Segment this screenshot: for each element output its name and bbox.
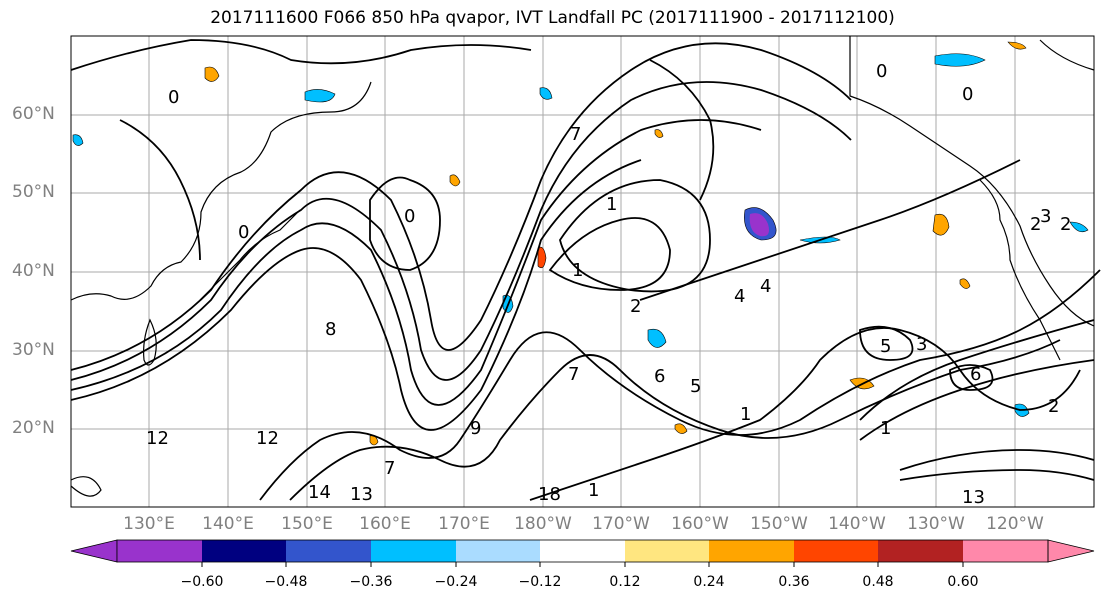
colorbar-tick-label: −0.24 xyxy=(434,574,478,590)
lon-label: 170°E xyxy=(438,514,490,534)
contour-label: 7 xyxy=(568,364,579,385)
colorbar-tick-label: 0.60 xyxy=(947,574,979,590)
contour-label: 1 xyxy=(572,260,583,281)
contour-label: 4 xyxy=(734,286,745,307)
colorbar-swatch xyxy=(117,540,202,562)
contour-label: 1 xyxy=(606,194,617,215)
colorbar-swatch xyxy=(709,540,794,562)
colorbar-tick-label: −0.60 xyxy=(180,574,224,590)
contour-label: 6 xyxy=(654,366,665,387)
contour-label: 5 xyxy=(690,376,701,397)
colorbar xyxy=(70,539,1095,567)
contour-label: 12 xyxy=(256,428,279,449)
contour-label: 7 xyxy=(384,458,395,479)
colorbar-tick-label: 0.48 xyxy=(862,574,894,590)
lon-label: 160°E xyxy=(359,514,411,534)
lon-label: 170°W xyxy=(592,514,650,534)
contour-label: 18 xyxy=(538,484,561,505)
lat-label: 20°N xyxy=(12,418,55,438)
map-title: 2017111600 F066 850 hPa qvapor, IVT Land… xyxy=(210,8,895,28)
contour-label: 2 xyxy=(1030,214,1041,235)
colorbar-tick-label: −0.36 xyxy=(349,574,393,590)
contour-label: 1 xyxy=(740,404,751,425)
lon-label: 140°W xyxy=(828,514,886,534)
contour-label: 5 xyxy=(880,336,891,357)
colorbar-tick-label: −0.12 xyxy=(518,574,562,590)
contour-label: 0 xyxy=(962,84,973,105)
contour-label: 9 xyxy=(470,418,481,439)
contour-label: 0 xyxy=(168,87,179,108)
colorbar-swatch xyxy=(456,540,540,562)
ivt-contours xyxy=(70,39,1101,501)
contour-label: 14 xyxy=(308,482,331,503)
lon-label: 160°W xyxy=(671,514,729,534)
lon-label: 150°E xyxy=(281,514,333,534)
contour-label: 2 xyxy=(1048,396,1059,417)
colorbar-tick-label: 0.24 xyxy=(693,574,725,590)
colorbar-extend-min xyxy=(70,539,118,563)
colorbar-tick-label: 0.12 xyxy=(609,574,641,590)
lon-label: 180°W xyxy=(514,514,572,534)
lat-label: 40°N xyxy=(12,261,55,281)
lon-label: 130°E xyxy=(123,514,175,534)
contour-label: 2 xyxy=(1060,214,1071,235)
contour-labels: 0 0 0 0 0 1 1 1 2 2 4 4 5 5 6 6 7 7 7 8 … xyxy=(146,61,1071,508)
lat-label: 50°N xyxy=(12,182,55,202)
contour-label: 13 xyxy=(350,484,373,505)
lon-label: 150°W xyxy=(750,514,808,534)
contour-label: 6 xyxy=(970,364,981,385)
colorbar-swatch xyxy=(371,540,456,562)
lon-label: 120°W xyxy=(986,514,1044,534)
colorbar-swatch xyxy=(625,540,709,562)
contour-label: 4 xyxy=(760,276,771,297)
lon-label: 130°W xyxy=(907,514,965,534)
colorbar-tick-label: 0.36 xyxy=(778,574,810,590)
colorbar-swatch xyxy=(963,540,1048,562)
colorbar-swatch xyxy=(202,540,286,562)
lat-label: 30°N xyxy=(12,340,55,360)
contour-label: 0 xyxy=(238,222,249,243)
contour-label: 0 xyxy=(876,61,887,82)
lat-label: 60°N xyxy=(12,104,55,124)
contour-label: 8 xyxy=(325,319,336,340)
contour-label: 13 xyxy=(962,487,985,508)
contour-label: 12 xyxy=(146,428,169,449)
contour-label: 3 xyxy=(916,334,927,355)
colorbar-swatch xyxy=(540,540,625,562)
colorbar-ticks xyxy=(201,562,964,567)
colorbar-swatch xyxy=(794,540,878,562)
colorbar-extend-max xyxy=(1047,539,1095,563)
colorbar-outline xyxy=(116,539,1049,563)
contour-label: 1 xyxy=(880,418,891,439)
contour-label: 7 xyxy=(570,124,581,145)
contour-label: 3 xyxy=(1040,206,1051,227)
lon-label: 140°E xyxy=(202,514,254,534)
contour-label: 0 xyxy=(404,206,415,227)
colorbar-tick-label: −0.48 xyxy=(264,574,308,590)
colorbar-swatch xyxy=(286,540,371,562)
colorbar-swatch xyxy=(878,540,963,562)
contour-label: 2 xyxy=(630,296,641,317)
map-frame xyxy=(70,35,1095,508)
contour-label: 1 xyxy=(588,480,599,501)
